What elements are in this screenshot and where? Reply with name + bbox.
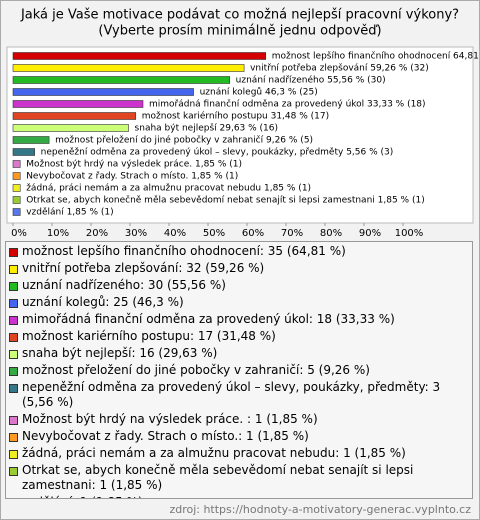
bar-label: Otrkat se, abych konečně měla sebevědomí… [26, 195, 425, 206]
bar [12, 64, 245, 72]
legend-label: Možnost být hrdý na výsledek práce. : 1 … [22, 412, 318, 426]
legend-item: vzdělání: 1 (1,85 %) [9, 495, 469, 498]
legend-swatch [9, 384, 18, 393]
legend-item: žádná, práci nemám a za almužnu pracovat… [9, 446, 469, 461]
x-tick-label: 60% [242, 228, 264, 239]
legend-item: uznání kolegů: 25 (46,3 %) [9, 295, 469, 310]
legend-label: uznání nadřízeného: 30 (55,56 %) [22, 278, 226, 292]
bar [12, 196, 21, 204]
bar-label: možnost přeložení do jiné pobočky v zahr… [55, 135, 313, 146]
source: zdroj: https://hodnoty-a-motivatory-gene… [169, 503, 471, 516]
bar-label: Nevybočovat z řady. Strach o místo. 1,85… [26, 171, 238, 182]
legend-label: možnost kariérního postupu: 17 (31,48 %) [22, 329, 276, 343]
bar [12, 100, 144, 108]
legend-swatch [9, 416, 18, 425]
legend-label: Otrkat se, abych konečně měla sebevědomí… [22, 463, 414, 492]
bar-label: možnost lepšího finančního ohodnocení 64… [272, 51, 479, 62]
legend-label: Nevybočovat z řady. Strach o místo.: 1 (… [22, 429, 309, 443]
bar-label: mimořádná finanční odměna za provedený ú… [149, 99, 426, 110]
bar [12, 88, 194, 96]
chart-subtitle: (Vyberte prosím minimálně jednu odpověď) [98, 24, 381, 39]
legend-label: vnitřní potřeba zlepšování: 32 (59,26 %) [22, 261, 265, 275]
bar-label: možnost kariérního postupu 31,48 % (17) [142, 111, 329, 122]
legend-swatch [9, 282, 18, 291]
bar [12, 124, 129, 132]
x-tick-label: 90% [359, 228, 381, 239]
legend-label: mimořádná finanční odměna za provedený ú… [22, 312, 395, 326]
legend-label: uznání kolegů: 25 (46,3 %) [22, 295, 184, 309]
bar-label: nepeněžní odměna za provedený úkol – sle… [41, 148, 394, 158]
bar [12, 184, 21, 192]
bar-label: Možnost být hrdý na výsledek práce. 1,85… [26, 160, 242, 170]
bar-label: vzdělání 1,85 % (1) [26, 208, 113, 218]
legend-swatch [9, 316, 18, 325]
x-tick-label: 10% [47, 228, 69, 239]
x-tick-label: 80% [320, 228, 342, 239]
legend-item: možnost kariérního postupu: 17 (31,48 %) [9, 329, 469, 344]
x-tick-label: 40% [164, 228, 186, 239]
bar-label: snaha být nejlepší 29,63 % (16) [135, 123, 278, 134]
legend-label: žádná, práci nemám a za almužnu pracovat… [22, 446, 406, 460]
bar [12, 172, 21, 180]
legend-label: snaha být nejlepší: 16 (29,63 %) [22, 346, 218, 360]
bar [12, 136, 50, 144]
legend-swatch [9, 467, 18, 476]
bar [12, 148, 35, 156]
legend-label: možnost přeložení do jiné pobočky v zahr… [22, 363, 370, 377]
bar [12, 208, 21, 216]
legend-item: vnitřní potřeba zlepšování: 32 (59,26 %) [9, 261, 469, 276]
legend: možnost lepšího finančního ohodnocení: 3… [5, 241, 473, 499]
legend-label: nepeněžní odměna za provedený úkol – sle… [22, 380, 441, 409]
legend-label: vzdělání: 1 (1,85 %) [22, 495, 143, 498]
legend-item: možnost přeložení do jiné pobočky v zahr… [9, 363, 469, 378]
legend-item: nepeněžní odměna za provedený úkol – sle… [9, 380, 469, 410]
x-tick-label: 20% [86, 228, 108, 239]
bar-label: uznání nadřízeného 55,56 % (30) [236, 75, 386, 86]
bar-label: vnitřní potřeba zlepšování 59,26 % (32) [250, 63, 429, 74]
legend-item: možnost lepšího finančního ohodnocení: 3… [9, 244, 469, 259]
x-tick-label: 100% [395, 228, 424, 239]
legend-swatch [9, 450, 18, 459]
legend-swatch [9, 433, 18, 442]
legend-swatch [9, 265, 18, 274]
bar [12, 160, 21, 168]
legend-swatch [9, 367, 18, 376]
legend-swatch [9, 333, 18, 342]
legend-item: uznání nadřízeného: 30 (55,56 %) [9, 278, 469, 293]
bar-label: uznání kolegů 46,3 % (25) [200, 87, 318, 98]
legend-item: Možnost být hrdý na výsledek práce. : 1 … [9, 412, 469, 427]
legend-item: Otrkat se, abych konečně měla sebevědomí… [9, 463, 469, 493]
x-tick-label: 50% [203, 228, 225, 239]
bar [12, 52, 267, 60]
legend-item: mimořádná finanční odměna za provedený ú… [9, 312, 469, 327]
legend-item: snaha být nejlepší: 16 (29,63 %) [9, 346, 469, 361]
legend-item: Nevybočovat z řady. Strach o místo.: 1 (… [9, 429, 469, 444]
bar [12, 112, 137, 120]
bar-label: žádná, práci nemám a za almužnu pracovat… [26, 184, 311, 194]
x-tick-label: 0% [11, 228, 27, 239]
x-tick-label: 30% [125, 228, 147, 239]
legend-swatch [9, 350, 18, 359]
legend-swatch [9, 299, 18, 308]
legend-swatch [9, 248, 18, 257]
plot: Jaká je Vaše motivace podávat co možná n… [6, 8, 479, 239]
legend-label: možnost lepšího finančního ohodnocení: 3… [22, 244, 346, 258]
bar [12, 76, 230, 84]
x-tick-label: 70% [281, 228, 303, 239]
chart-title: Jaká je Vaše motivace podávat co možná n… [20, 8, 459, 23]
